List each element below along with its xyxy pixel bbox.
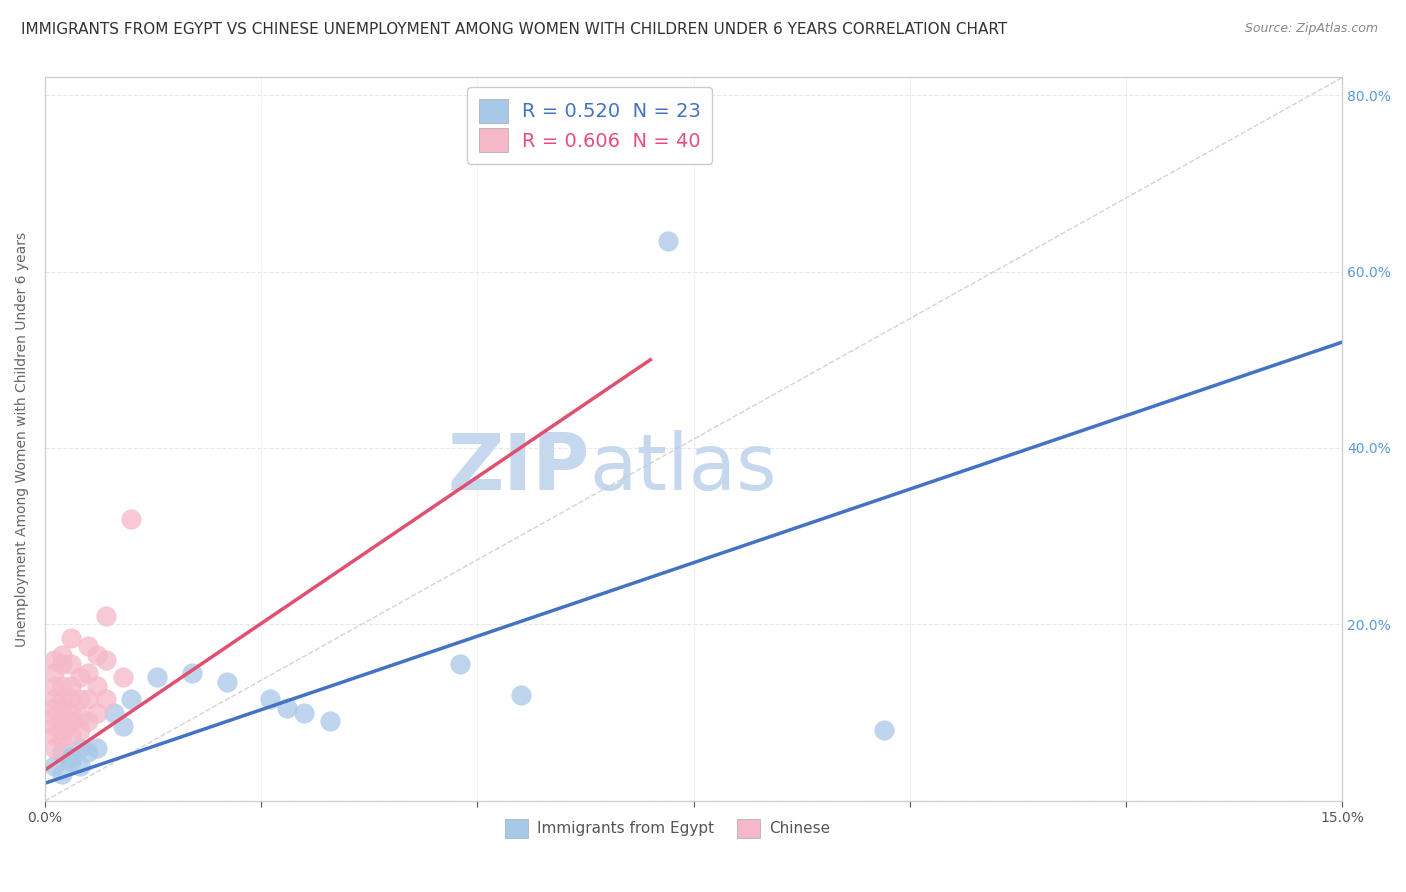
Point xyxy=(111,719,134,733)
Point xyxy=(42,741,65,756)
Point xyxy=(69,692,91,706)
Text: IMMIGRANTS FROM EGYPT VS CHINESE UNEMPLOYMENT AMONG WOMEN WITH CHILDREN UNDER 6 : IMMIGRANTS FROM EGYPT VS CHINESE UNEMPLO… xyxy=(21,22,1007,37)
Point xyxy=(51,714,73,729)
Point xyxy=(94,692,117,706)
Point xyxy=(120,692,142,706)
Point xyxy=(86,706,108,720)
Point xyxy=(59,679,82,693)
Point xyxy=(294,706,316,720)
Point xyxy=(42,701,65,715)
Point xyxy=(77,745,100,759)
Point xyxy=(103,706,125,720)
Point xyxy=(51,701,73,715)
Point xyxy=(215,674,238,689)
Point xyxy=(42,692,65,706)
Point xyxy=(59,706,82,720)
Point xyxy=(59,692,82,706)
Point xyxy=(111,670,134,684)
Point xyxy=(59,714,82,729)
Point xyxy=(77,665,100,680)
Point xyxy=(59,754,82,768)
Point xyxy=(319,714,342,729)
Point xyxy=(509,688,531,702)
Point xyxy=(86,741,108,756)
Point xyxy=(59,749,82,764)
Point xyxy=(51,692,73,706)
Point xyxy=(94,653,117,667)
Point xyxy=(42,758,65,772)
Point xyxy=(77,692,100,706)
Point xyxy=(42,679,65,693)
Point xyxy=(86,679,108,693)
Point xyxy=(42,728,65,742)
Point xyxy=(259,692,281,706)
Point xyxy=(59,657,82,672)
Point xyxy=(69,758,91,772)
Point xyxy=(42,665,65,680)
Point xyxy=(449,657,471,672)
Point xyxy=(873,723,896,738)
Point xyxy=(276,701,298,715)
Point xyxy=(69,723,91,738)
Point xyxy=(51,745,73,759)
Point xyxy=(77,714,100,729)
Point xyxy=(59,631,82,645)
Point xyxy=(42,710,65,724)
Point xyxy=(51,679,73,693)
Point xyxy=(94,608,117,623)
Point xyxy=(42,719,65,733)
Point xyxy=(59,728,82,742)
Point xyxy=(51,732,73,747)
Y-axis label: Unemployment Among Women with Children Under 6 years: Unemployment Among Women with Children U… xyxy=(15,232,30,647)
Legend: Immigrants from Egypt, Chinese: Immigrants from Egypt, Chinese xyxy=(499,813,837,844)
Point xyxy=(51,657,73,672)
Point xyxy=(69,741,91,756)
Point xyxy=(77,640,100,654)
Point xyxy=(42,653,65,667)
Point xyxy=(181,665,204,680)
Text: atlas: atlas xyxy=(591,430,778,506)
Point xyxy=(51,648,73,663)
Point xyxy=(69,670,91,684)
Point xyxy=(657,234,679,248)
Point xyxy=(69,710,91,724)
Point xyxy=(51,723,73,738)
Point xyxy=(86,648,108,663)
Point xyxy=(146,670,169,684)
Point xyxy=(51,767,73,781)
Point xyxy=(120,511,142,525)
Text: ZIP: ZIP xyxy=(447,430,591,506)
Text: Source: ZipAtlas.com: Source: ZipAtlas.com xyxy=(1244,22,1378,36)
